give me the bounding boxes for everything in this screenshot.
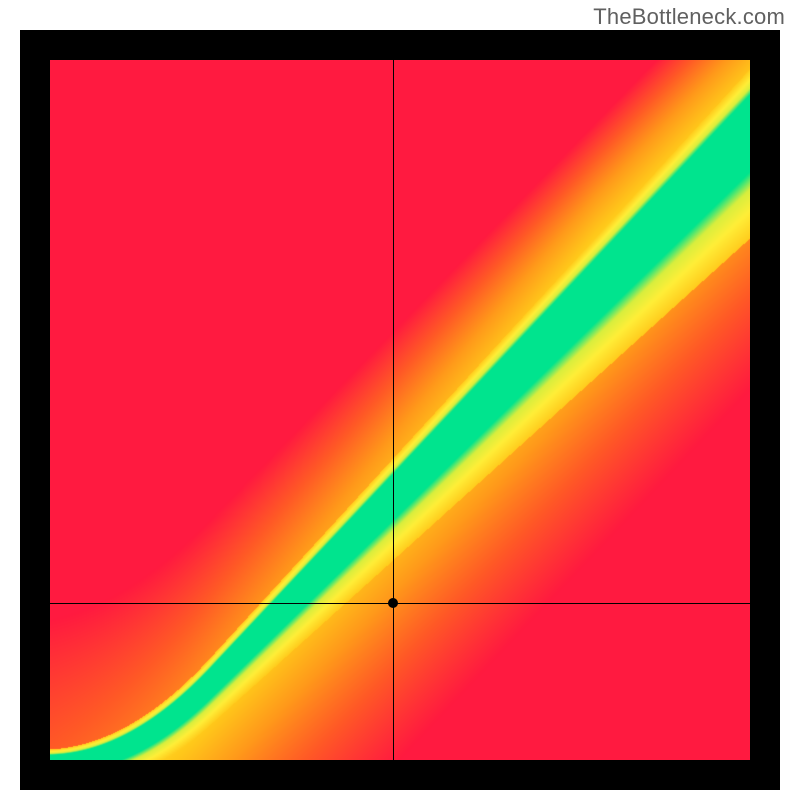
bottleneck-heatmap-canvas	[50, 60, 750, 760]
plot-background-frame	[20, 30, 780, 790]
watermark-text: TheBottleneck.com	[593, 4, 785, 30]
crosshair-vertical-line	[393, 60, 394, 760]
crosshair-horizontal-line	[50, 603, 750, 604]
marker-dot	[388, 598, 398, 608]
